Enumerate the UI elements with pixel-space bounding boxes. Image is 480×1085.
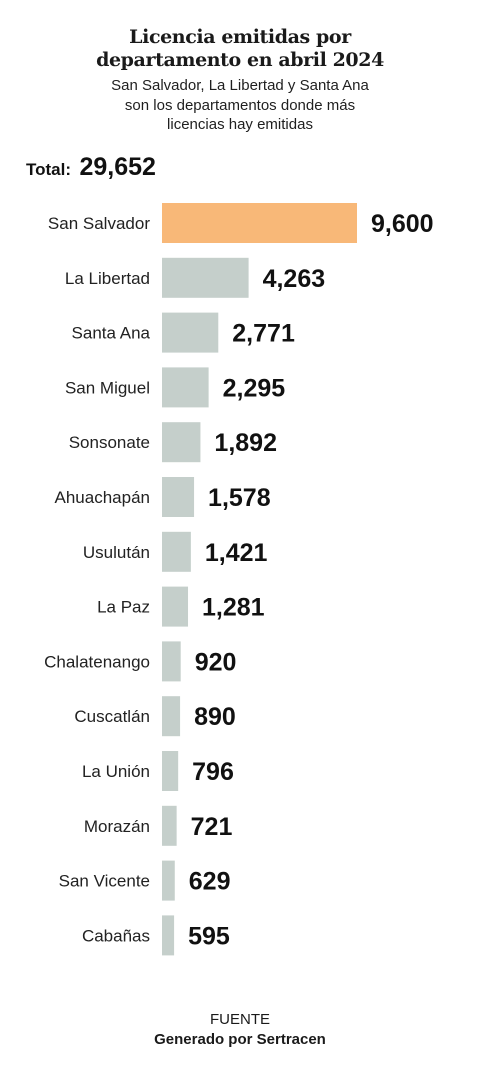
value-label: 2,295 bbox=[223, 374, 286, 402]
category-label: San Salvador bbox=[48, 214, 150, 233]
bar bbox=[162, 751, 179, 791]
value-label: 890 bbox=[194, 703, 236, 731]
category-label: Morazán bbox=[84, 817, 150, 836]
value-label: 595 bbox=[188, 922, 230, 950]
value-label: 920 bbox=[195, 648, 237, 676]
chart-subtitle-line-2: son los departamentos donde más bbox=[124, 96, 356, 114]
category-label: Chalatenango bbox=[44, 652, 150, 671]
value-label: 796 bbox=[192, 758, 234, 786]
value-label: 1,892 bbox=[214, 429, 277, 457]
category-label: Usulután bbox=[83, 543, 150, 562]
category-label: San Miguel bbox=[65, 378, 150, 397]
bar bbox=[162, 915, 175, 956]
category-label: La Paz bbox=[97, 598, 150, 617]
value-label: 721 bbox=[191, 813, 233, 841]
chart-subtitle-line-3: licencias hay emitidas bbox=[167, 116, 313, 133]
value-label: 1,578 bbox=[208, 484, 271, 512]
category-label: La Unión bbox=[82, 762, 150, 781]
value-label: 9,600 bbox=[371, 210, 434, 238]
chart-title-line-1: Licencia emitidas por bbox=[129, 26, 351, 48]
value-label: 2,771 bbox=[232, 320, 295, 348]
bar bbox=[162, 641, 181, 682]
bar bbox=[162, 477, 195, 517]
bar bbox=[162, 367, 209, 408]
chart-subtitle: San Salvador, La Libertad y Santa Ana so… bbox=[0, 76, 480, 135]
category-label: La Libertad bbox=[65, 269, 150, 288]
category-label: Sonsonate bbox=[69, 433, 150, 452]
total-label: Total: bbox=[26, 160, 72, 179]
category-label: Ahuachapán bbox=[55, 488, 150, 507]
source-label: FUENTE bbox=[210, 1011, 270, 1028]
bar bbox=[162, 586, 189, 627]
chart-title-line-2: departamento en abril 2024 bbox=[96, 49, 384, 71]
source-text: Generado por Sertracen bbox=[154, 1031, 326, 1048]
bar bbox=[162, 860, 175, 901]
source-note: FUENTE Generado por Sertracen bbox=[0, 1010, 480, 1050]
chart-subtitle-line-1: San Salvador, La Libertad y Santa Ana bbox=[111, 77, 369, 94]
bar bbox=[162, 422, 201, 463]
value-label: 1,281 bbox=[202, 594, 265, 622]
category-label: San Vicente bbox=[59, 872, 150, 891]
category-label: Santa Ana bbox=[72, 324, 151, 343]
bar bbox=[162, 696, 181, 737]
bar bbox=[162, 312, 219, 353]
total-readout: Total: 29,652 bbox=[26, 153, 156, 182]
bar bbox=[162, 203, 357, 243]
bar bbox=[162, 805, 177, 846]
total-value: 29,652 bbox=[79, 153, 156, 181]
chart-title: Licencia emitidas por departamento en ab… bbox=[0, 26, 480, 72]
bar bbox=[162, 257, 249, 298]
category-label: Cabañas bbox=[82, 926, 150, 945]
value-label: 629 bbox=[189, 868, 231, 896]
value-label: 4,263 bbox=[263, 265, 326, 293]
category-label: Cuscatlán bbox=[74, 707, 150, 726]
value-label: 1,421 bbox=[205, 539, 268, 567]
bar bbox=[162, 531, 191, 572]
